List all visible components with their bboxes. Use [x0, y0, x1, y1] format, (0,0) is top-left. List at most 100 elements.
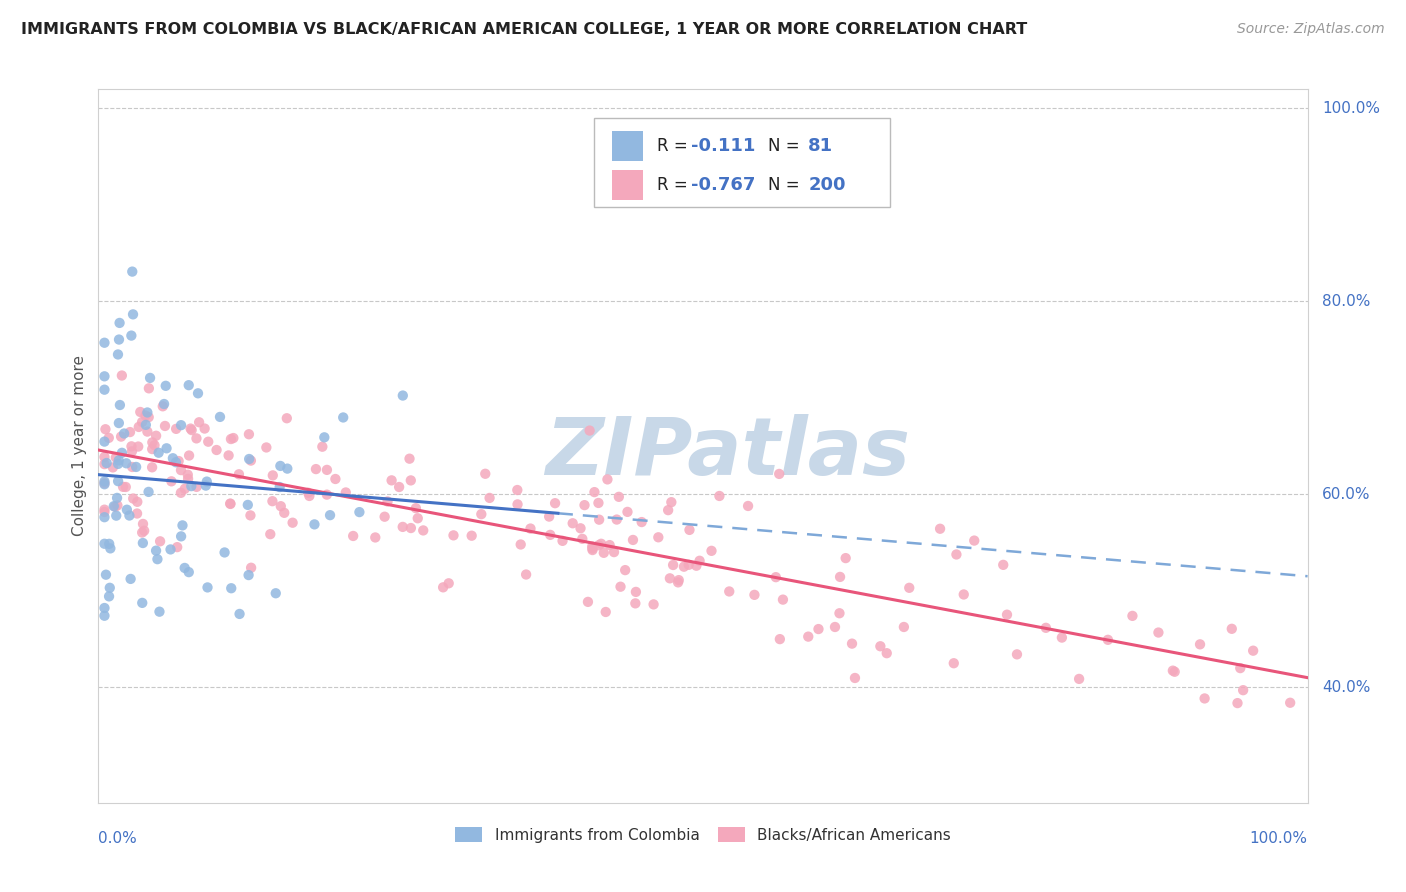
Point [519, 522, 541, 536]
Point [238, 452, 260, 467]
Point [942, 657, 965, 671]
Point [107, 499, 129, 513]
Point [218, 449, 240, 463]
Point [146, 552, 169, 566]
Point [595, 605, 617, 619]
Point [374, 509, 396, 524]
Point [744, 588, 766, 602]
Point [614, 563, 637, 577]
Point [666, 575, 689, 590]
Point [173, 482, 195, 496]
Point [1226, 696, 1249, 710]
Point [606, 512, 628, 526]
Point [103, 499, 125, 513]
Point [104, 500, 127, 514]
Text: 60.0%: 60.0% [1322, 487, 1371, 501]
Point [588, 496, 610, 510]
Point [406, 511, 429, 525]
Point [576, 595, 599, 609]
Point [112, 426, 135, 441]
Point [152, 399, 174, 413]
Point [219, 497, 242, 511]
Point [689, 554, 711, 568]
Point [121, 439, 143, 453]
Point [98, 541, 121, 556]
Point [315, 488, 337, 502]
Point [672, 559, 695, 574]
Point [551, 533, 574, 548]
Point [592, 546, 614, 560]
Point [297, 485, 319, 500]
Point [377, 494, 399, 508]
Point [841, 637, 863, 651]
Point [685, 558, 707, 573]
Point [105, 508, 128, 523]
Point [1241, 643, 1264, 657]
Point [115, 502, 138, 516]
Point [269, 458, 291, 473]
Point [273, 506, 295, 520]
Point [170, 463, 193, 477]
Text: ZIPatlas: ZIPatlas [544, 414, 910, 492]
Point [478, 491, 501, 505]
Point [599, 538, 621, 552]
Point [311, 440, 333, 454]
Text: 81: 81 [808, 137, 834, 155]
Point [118, 508, 141, 523]
Point [254, 441, 277, 455]
Point [305, 462, 328, 476]
Point [153, 397, 176, 411]
Point [1229, 661, 1251, 675]
Point [145, 543, 167, 558]
Point [643, 598, 665, 612]
Point [412, 524, 434, 538]
Point [93, 505, 115, 519]
Point [391, 388, 413, 402]
Text: R =: R = [657, 137, 693, 155]
Point [127, 440, 149, 454]
Point [995, 607, 1018, 622]
Point [515, 567, 537, 582]
Point [131, 415, 153, 429]
Y-axis label: College, 1 year or more: College, 1 year or more [72, 356, 87, 536]
Point [834, 551, 856, 566]
Point [718, 584, 741, 599]
Point [128, 420, 150, 434]
Point [180, 479, 202, 493]
Point [120, 328, 142, 343]
Point [281, 516, 304, 530]
Point [963, 533, 986, 548]
Point [186, 480, 208, 494]
Point [125, 459, 148, 474]
Point [149, 534, 172, 549]
Point [93, 502, 115, 516]
Point [155, 442, 177, 456]
Point [709, 489, 731, 503]
Point [824, 620, 846, 634]
Point [93, 335, 115, 350]
Point [893, 620, 915, 634]
Point [1189, 637, 1212, 651]
Point [145, 429, 167, 443]
Point [122, 491, 145, 506]
Point [1161, 664, 1184, 678]
Point [657, 503, 679, 517]
Point [107, 347, 129, 361]
Point [155, 379, 177, 393]
Point [583, 485, 606, 500]
Point [797, 630, 820, 644]
Point [603, 545, 626, 559]
Point [208, 409, 231, 424]
Point [768, 467, 790, 481]
Point [134, 409, 156, 423]
Point [162, 451, 184, 466]
Point [125, 507, 148, 521]
Point [240, 560, 263, 574]
Text: 40.0%: 40.0% [1322, 680, 1371, 695]
Point [177, 472, 200, 486]
Point [952, 587, 974, 601]
Point [270, 499, 292, 513]
Point [122, 307, 145, 321]
Point [93, 369, 115, 384]
Point [170, 418, 193, 433]
